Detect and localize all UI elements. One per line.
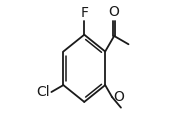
Text: O: O (109, 5, 120, 19)
Text: O: O (113, 90, 124, 104)
Text: F: F (80, 6, 88, 20)
Text: Cl: Cl (36, 85, 50, 99)
